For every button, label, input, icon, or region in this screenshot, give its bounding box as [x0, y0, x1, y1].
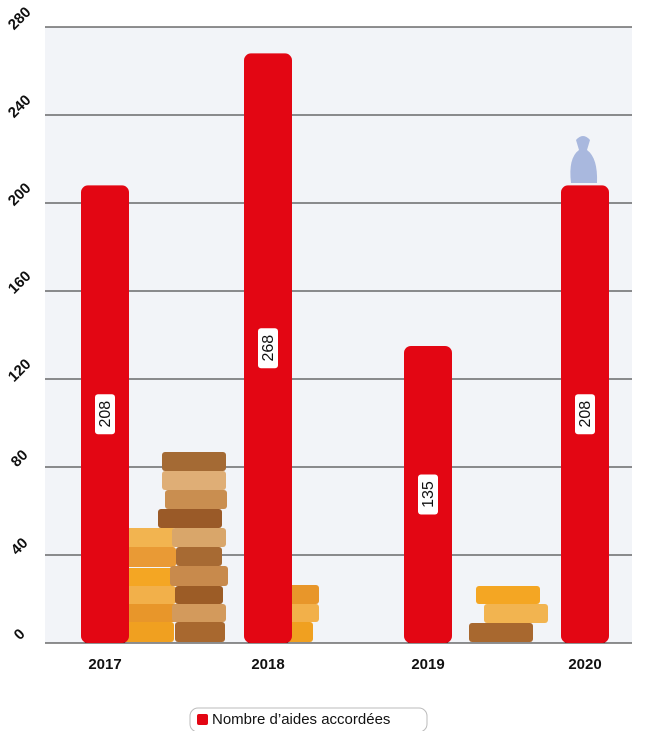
value-label-box: [95, 394, 115, 435]
value-label: 268: [260, 335, 277, 362]
legend-label: Nombre d’aides accordées: [212, 711, 390, 728]
x-tick-label: 2018: [251, 656, 284, 673]
y-tick-label: 0: [11, 626, 29, 644]
y-tick-label: 120: [5, 356, 35, 386]
x-tick-label: 2019: [411, 656, 444, 673]
value-label-box: [418, 474, 438, 515]
value-label: 208: [97, 401, 114, 428]
bars: 208 268 135 208: [81, 53, 609, 643]
y-tick-label: 200: [5, 180, 35, 210]
y-tick-label: 80: [8, 447, 32, 471]
y-tick-label: 240: [5, 92, 35, 122]
x-tick-label: 2017: [88, 656, 121, 673]
y-tick-label: 160: [5, 268, 35, 298]
y-tick-label: 40: [8, 535, 32, 559]
value-label-box: [258, 328, 278, 369]
legend: Nombre d’aides accordées: [189, 707, 428, 731]
legend-box: [189, 707, 428, 731]
value-label-box: [575, 394, 595, 435]
x-tick-label: 2020: [568, 656, 601, 673]
value-label: 135: [420, 481, 437, 508]
legend-swatch: [197, 714, 208, 725]
y-tick-label: 280: [5, 4, 35, 34]
value-label: 208: [577, 401, 594, 428]
